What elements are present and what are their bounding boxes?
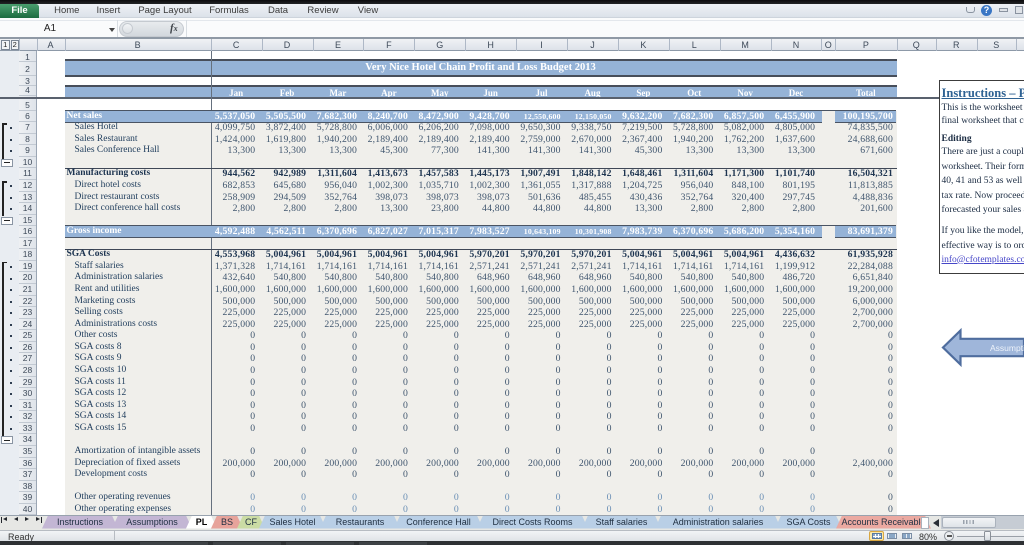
svg-text:Assumptions: Assumptions bbox=[990, 343, 1024, 353]
